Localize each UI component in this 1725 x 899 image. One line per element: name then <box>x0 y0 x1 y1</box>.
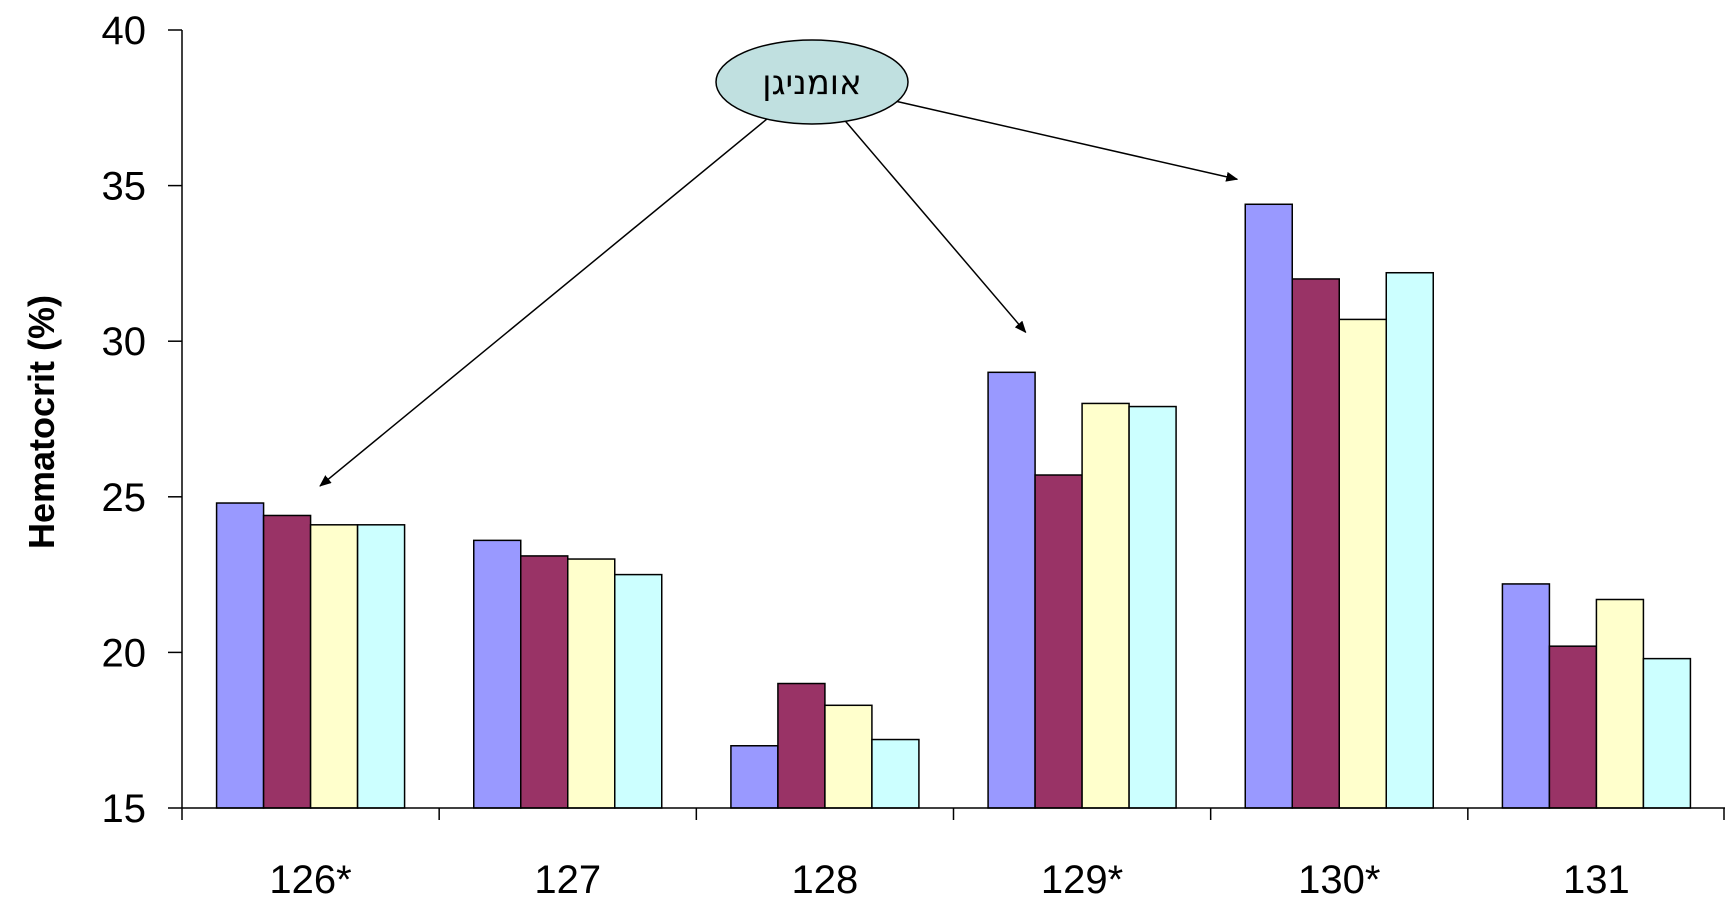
callout-arrow-129 <box>845 120 1027 334</box>
bar-128-s3 <box>824 704 873 809</box>
bar-131-s4 <box>1642 657 1692 809</box>
bar-129-s2 <box>1034 474 1083 809</box>
bar-129-s4 <box>1128 405 1177 809</box>
y-tick-label-35: 35 <box>102 165 147 209</box>
callout-ellipse <box>715 39 909 125</box>
y-tick-label-40: 40 <box>102 9 147 53</box>
bar-131-s3 <box>1595 598 1645 809</box>
bar-130-s1 <box>1244 203 1293 809</box>
axes-layer: 15 20 25 30 35 40 126* 127 128 129* 130* 131 <box>102 9 1725 899</box>
bar-126-s1 <box>215 502 265 809</box>
bar-128-s4 <box>871 738 920 809</box>
bar-131-s1 <box>1501 583 1551 809</box>
y-tick-label-15: 15 <box>102 787 147 831</box>
bar-130-s4 <box>1385 271 1434 809</box>
bar-127-s3 <box>567 558 616 809</box>
x-tick-label-130: 130* <box>1298 858 1380 899</box>
bar-131-s2 <box>1548 645 1598 809</box>
callout-label: אומניגן <box>762 63 862 103</box>
bar-130-s3 <box>1338 318 1387 809</box>
callout-arrow-130 <box>896 100 1239 182</box>
x-tick-label-128: 128 <box>792 858 859 899</box>
callout-arrow-126 <box>319 118 768 487</box>
bar-126-s2 <box>262 514 312 809</box>
bar-126-s3 <box>309 524 359 809</box>
bar-129-s1 <box>987 371 1036 809</box>
y-axis-title: Hematocrit (%) <box>21 295 62 549</box>
bar-127-s2 <box>520 555 569 809</box>
x-tick-label-126: 126* <box>269 858 351 899</box>
y-tick-label-30: 30 <box>102 320 147 364</box>
x-tick-label-127: 127 <box>534 858 601 899</box>
x-tick-label-131: 131 <box>1563 858 1630 899</box>
x-tick-label-129: 129* <box>1041 858 1123 899</box>
bar-129-s3 <box>1081 402 1130 809</box>
bar-127-s1 <box>473 539 522 809</box>
bar-130-s2 <box>1291 278 1340 809</box>
y-tick-label-20: 20 <box>102 631 147 675</box>
bar-127-s4 <box>614 573 663 809</box>
bar-128-s2 <box>777 682 826 809</box>
bar-128-s1 <box>730 745 779 809</box>
annotation-callout: אומניגן <box>319 39 1239 487</box>
y-tick-label-25: 25 <box>102 476 147 520</box>
bars-layer <box>215 203 1692 809</box>
bar-126-s4 <box>356 524 406 809</box>
